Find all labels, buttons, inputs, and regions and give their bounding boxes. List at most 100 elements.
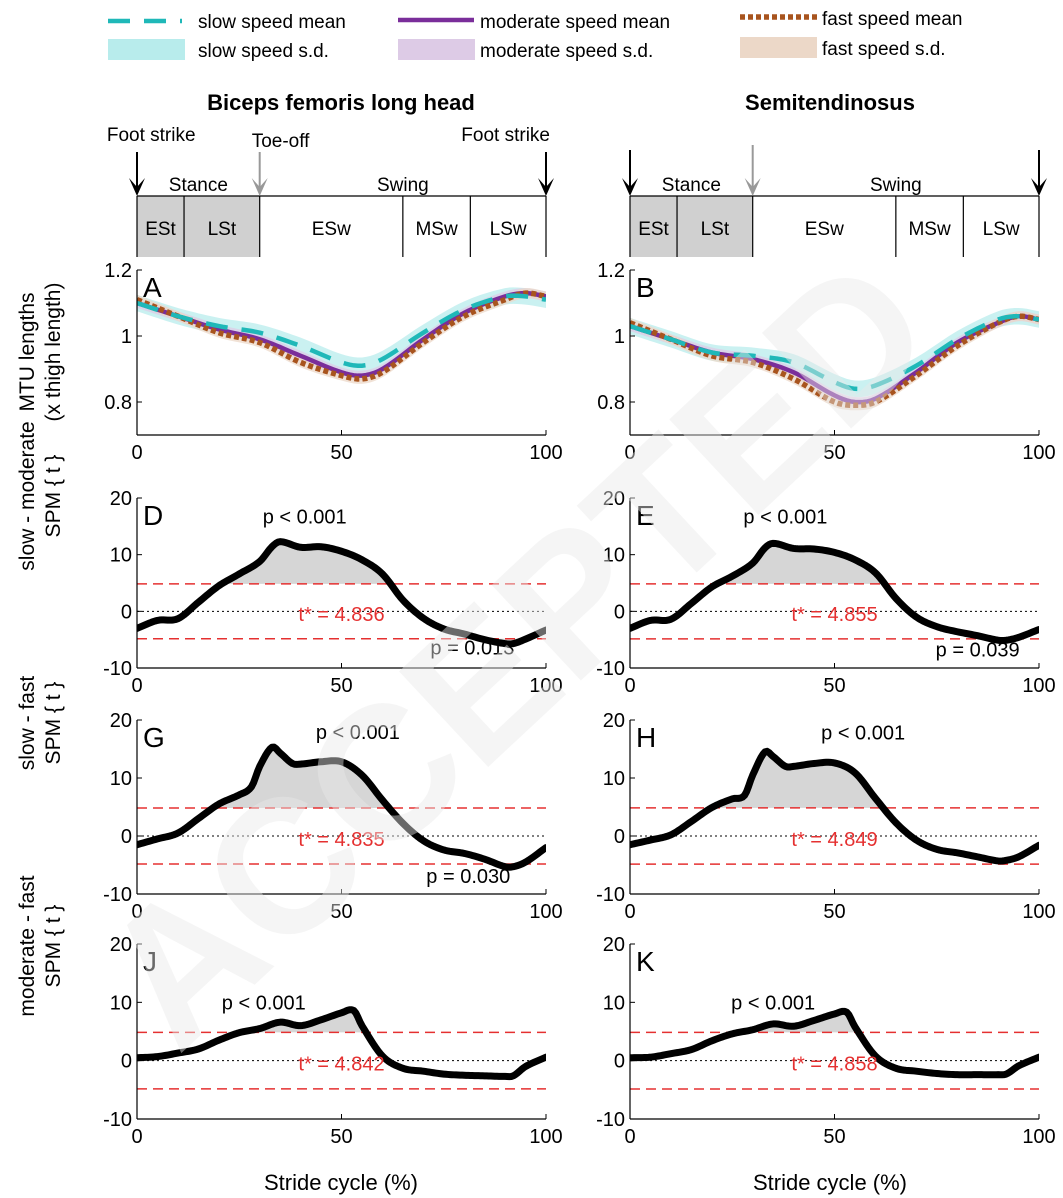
- threshold-label: t* = 4.842: [298, 1054, 384, 1076]
- p-value-label-1: p = 0.013: [430, 637, 514, 659]
- x-tick-label: 100: [1022, 901, 1055, 923]
- x-tick-label: 50: [823, 901, 845, 923]
- p-value-label-0: p < 0.001: [263, 507, 347, 529]
- x-tick-label: 0: [131, 1126, 142, 1148]
- plot-area: [137, 1006, 546, 1090]
- panel-label: J: [143, 946, 157, 977]
- x-tick-label: 100: [529, 901, 562, 923]
- ylabel-mtu: MTU lengths (x thigh length): [16, 283, 65, 422]
- y-tick-label: 20: [110, 488, 132, 510]
- panel-label: B: [636, 272, 655, 303]
- xlabel-left: Stride cycle (%): [264, 1170, 418, 1195]
- y-tick-label: -10: [596, 658, 625, 680]
- panel-label: K: [636, 946, 655, 977]
- spm-curve: [137, 538, 546, 648]
- xlabel-right: Stride cycle (%): [753, 1170, 907, 1195]
- panel-label: G: [143, 722, 165, 753]
- y-tick-label: 10: [603, 768, 625, 790]
- panel-label: H: [636, 722, 656, 753]
- panel-label: A: [143, 272, 162, 303]
- x-tick-label: 0: [131, 442, 142, 464]
- legend-slow-mean: slow speed mean: [198, 12, 346, 33]
- phase-label-lst: LSt: [701, 219, 730, 240]
- stance-fill: [137, 196, 260, 257]
- ylabel-mf-line2: SPM { t }: [42, 905, 65, 988]
- x-tick-label: 0: [624, 675, 635, 697]
- y-tick-label: 10: [603, 992, 625, 1014]
- y-tick-label: 20: [110, 710, 132, 732]
- x-tick-label: 0: [624, 442, 635, 464]
- legend-fast-mean: fast speed mean: [822, 9, 962, 30]
- foot-strike-arrow-start-head: [129, 178, 145, 196]
- threshold-label: t* = 4.849: [791, 829, 877, 851]
- y-tick-label: 0: [121, 826, 132, 848]
- threshold-label: t* = 4.836: [298, 604, 384, 626]
- stance-label: Stance: [169, 175, 228, 196]
- phase-label-esw: ESw: [312, 219, 351, 240]
- plot-area: [630, 747, 1039, 865]
- panel-label: E: [636, 500, 655, 531]
- suprathreshold-cluster: [214, 747, 389, 808]
- y-tick-label: 10: [110, 992, 132, 1014]
- phase-label-lsw: LSw: [490, 219, 527, 240]
- toe-off-arrow-head: [251, 178, 268, 196]
- legend-moderate-sd: moderate speed s.d.: [480, 41, 653, 62]
- p-value-label-0: p < 0.001: [743, 507, 827, 529]
- p-value-label-0: p < 0.001: [731, 992, 815, 1014]
- y-tick-label: 0: [121, 601, 132, 623]
- stance-fill: [630, 196, 753, 257]
- y-tick-label: 0: [614, 1051, 625, 1073]
- ylabel-mtu-line2: (x thigh length): [42, 283, 65, 422]
- y-tick-label: 20: [603, 488, 625, 510]
- plot-area: [137, 538, 546, 648]
- plot-area: [630, 539, 1039, 645]
- gait-diagram-left: ESt LSt ESw MSw LSw Stance Swing Foot strike Toe…: [107, 125, 554, 257]
- suprathreshold-cluster: [717, 543, 884, 584]
- column-title-right: Semitendinosus: [745, 90, 915, 115]
- plot-area: [630, 1007, 1039, 1090]
- mean-line-fast: [137, 290, 546, 382]
- phase-label-msw: MSw: [908, 219, 951, 240]
- spm-curve: [137, 743, 546, 871]
- x-tick-label: 100: [1022, 442, 1055, 464]
- suprathreshold-cluster: [222, 541, 391, 584]
- foot-strike-label-start: Foot strike: [107, 125, 196, 146]
- toe-off-label: Toe-off: [252, 131, 310, 152]
- mean-line-slow: [630, 313, 1039, 392]
- y-tick-label: 0.8: [597, 392, 625, 414]
- foot-strike-arrow-start-head: [622, 178, 638, 196]
- mean-line-slow: [137, 293, 546, 369]
- y-tick-label: 1.2: [104, 260, 132, 282]
- phase-label-msw: MSw: [415, 219, 458, 240]
- gait-diagram-right: ESt LSt ESw MSw LSw Stance Swing: [622, 145, 1047, 257]
- ylabel-mtu-line1: MTU lengths: [16, 292, 39, 411]
- x-tick-label: 0: [624, 1126, 635, 1148]
- ylabel-sm-line1: slow - moderate: [16, 421, 39, 570]
- x-tick-label: 50: [330, 1126, 352, 1148]
- x-tick-label: 0: [624, 901, 635, 923]
- x-tick-label: 100: [529, 442, 562, 464]
- legend-moderate-mean: moderate speed mean: [480, 12, 670, 33]
- x-tick-label: 0: [131, 901, 142, 923]
- toe-off-arrow-head: [744, 178, 761, 196]
- y-tick-label: 20: [603, 934, 625, 956]
- foot-strike-label-end: Foot strike: [461, 125, 550, 146]
- x-tick-label: 50: [823, 1126, 845, 1148]
- swing-label: Swing: [377, 175, 429, 196]
- ylabel-sf-line1: slow - fast: [16, 676, 39, 771]
- p-value-label-0: p < 0.001: [316, 722, 400, 744]
- threshold-label: t* = 4.835: [298, 829, 384, 851]
- legend-moderate-sd-swatch: [398, 39, 475, 60]
- stance-label: Stance: [662, 175, 721, 196]
- y-tick-label: -10: [596, 1109, 625, 1131]
- p-value-label-0: p < 0.001: [821, 723, 905, 745]
- spm-curve: [630, 1007, 1039, 1079]
- column-title-left: Biceps femoris long head: [207, 90, 475, 115]
- y-tick-label: 1: [121, 326, 132, 348]
- ylabel-sm-line2: SPM { t }: [42, 455, 65, 538]
